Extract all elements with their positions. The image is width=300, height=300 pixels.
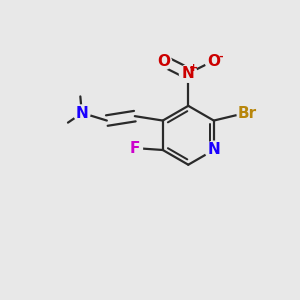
- Circle shape: [74, 105, 90, 122]
- Text: N: N: [75, 106, 88, 121]
- Text: -: -: [218, 52, 223, 62]
- Circle shape: [237, 103, 257, 123]
- Text: N: N: [207, 142, 220, 158]
- Text: N: N: [182, 66, 195, 81]
- Text: +: +: [189, 63, 198, 73]
- Circle shape: [155, 53, 172, 70]
- Text: O: O: [207, 54, 220, 69]
- Text: F: F: [130, 141, 140, 156]
- Circle shape: [179, 64, 197, 82]
- Circle shape: [127, 141, 142, 156]
- Text: O: O: [157, 54, 170, 69]
- Circle shape: [206, 52, 224, 71]
- Circle shape: [205, 141, 223, 159]
- Text: Br: Br: [238, 106, 256, 121]
